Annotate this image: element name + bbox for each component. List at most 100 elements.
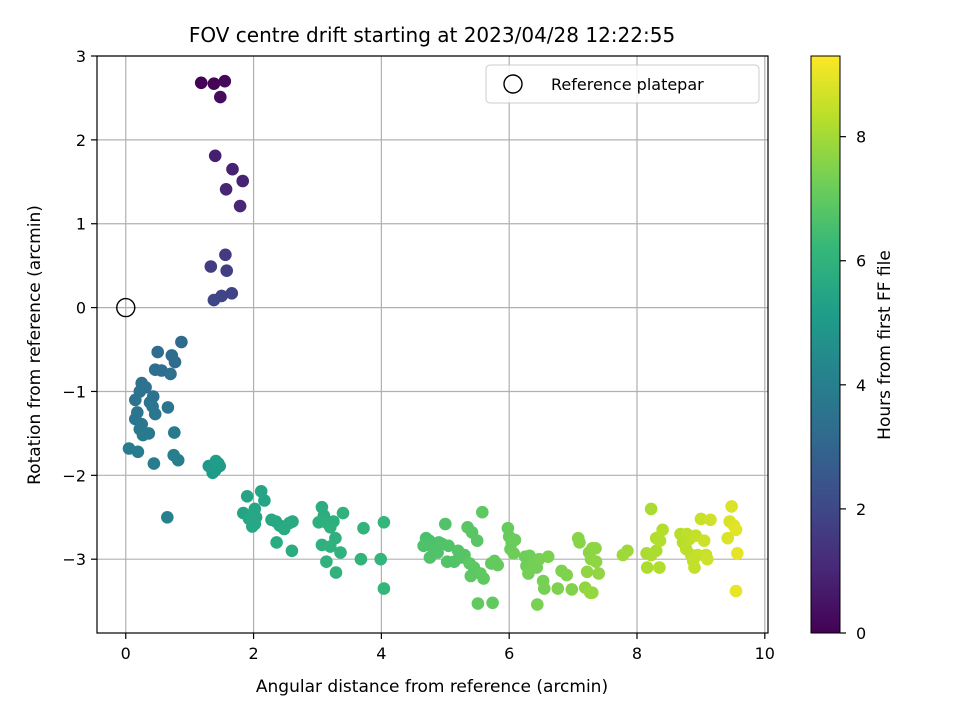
data-point [470,534,484,547]
data-point [653,534,667,547]
data-point [136,428,150,442]
y-tick-label: 0 [76,299,86,318]
data-point [151,345,164,359]
data-point [320,555,333,568]
y-tick-label: −3 [62,550,86,569]
data-point [209,454,223,468]
x-tick-label: 10 [755,644,775,663]
data-point [214,90,227,104]
data-point [729,523,743,537]
data-point [565,583,579,596]
data-point [334,546,347,559]
data-point [688,561,701,574]
data-point [208,149,222,163]
data-point [131,445,145,459]
colorbar-label: Hours from first FF file [875,250,895,440]
data-point [486,596,499,610]
data-point [204,260,218,273]
colorbar [810,55,841,634]
plot-frame [96,55,769,634]
data-point [653,561,666,574]
data-point [354,552,368,566]
y-tick-label: −1 [62,382,86,401]
data-point [219,183,233,196]
data-point [725,500,738,513]
data-point [697,534,711,547]
data-point [592,567,605,580]
data-point [439,517,452,531]
x-axis-label: Angular distance from reference (arcmin) [256,677,608,697]
data-point [258,494,271,507]
data-point [148,407,162,421]
data-point [207,77,221,90]
data-point [621,544,634,558]
data-point [560,568,573,582]
data-point [240,490,254,503]
data-point [207,293,221,307]
data-point [580,565,594,579]
data-point [464,569,478,583]
data-point [246,520,259,533]
colorbar-tick-label: 0 [856,624,866,643]
data-point [656,523,669,537]
legend-marker-icon [503,74,523,94]
data-point [589,555,603,568]
data-point [336,506,350,520]
data-point [171,453,185,467]
y-tick-label: −2 [62,466,86,485]
x-tick-label: 2 [248,644,258,663]
data-point [194,76,208,90]
data-point [522,567,535,580]
data-point [649,544,663,558]
data-point [147,457,161,470]
y-tick-label: 2 [76,131,86,150]
data-point [442,539,455,553]
data-point [729,584,743,598]
data-point [285,544,299,558]
data-point [357,521,370,535]
data-point [704,513,717,527]
data-point [161,401,175,414]
legend-entry-reference-platepar: Reference platepar [551,75,704,94]
colorbar-tick-label: 6 [856,252,866,271]
legend: Reference platepar [485,64,760,104]
data-point [701,552,714,566]
data-point [129,393,142,407]
y-axis-label: Rotation from reference (arcmin) [25,205,45,485]
data-point [377,516,391,529]
data-point [236,174,249,188]
colorbar-ticks: 0 2 4 6 8 [840,128,866,643]
data-point [471,597,485,610]
x-axis-ticks: 0 2 4 6 8 10 [121,633,775,663]
data-point [640,561,654,574]
data-point [573,536,586,549]
data-point [286,515,299,528]
data-point [324,540,337,553]
colorbar-tick-label: 8 [856,128,866,147]
data-point [220,264,233,278]
legend-box [485,64,760,104]
y-tick-label: 3 [76,47,86,66]
y-axis-ticks: −3 −2 −1 0 1 2 3 [62,47,97,569]
data-point [476,505,489,519]
x-tick-label: 4 [376,644,386,663]
data-point [218,74,232,88]
data-point [329,566,343,579]
data-point [589,542,602,555]
data-point [233,199,247,213]
x-tick-label: 0 [121,644,131,663]
data-point [164,367,177,381]
data-point [324,521,337,534]
chart-title: FOV centre drift starting at 2023/04/28 … [189,23,675,47]
data-point [694,512,708,526]
data-point [175,335,188,349]
data-point [168,355,182,369]
reference-point-marker [116,297,136,318]
colorbar-tick-label: 4 [856,376,866,395]
data-points [122,74,744,611]
data-point [161,511,174,524]
data-point [270,536,283,549]
data-point [477,572,490,585]
data-point [374,552,388,566]
